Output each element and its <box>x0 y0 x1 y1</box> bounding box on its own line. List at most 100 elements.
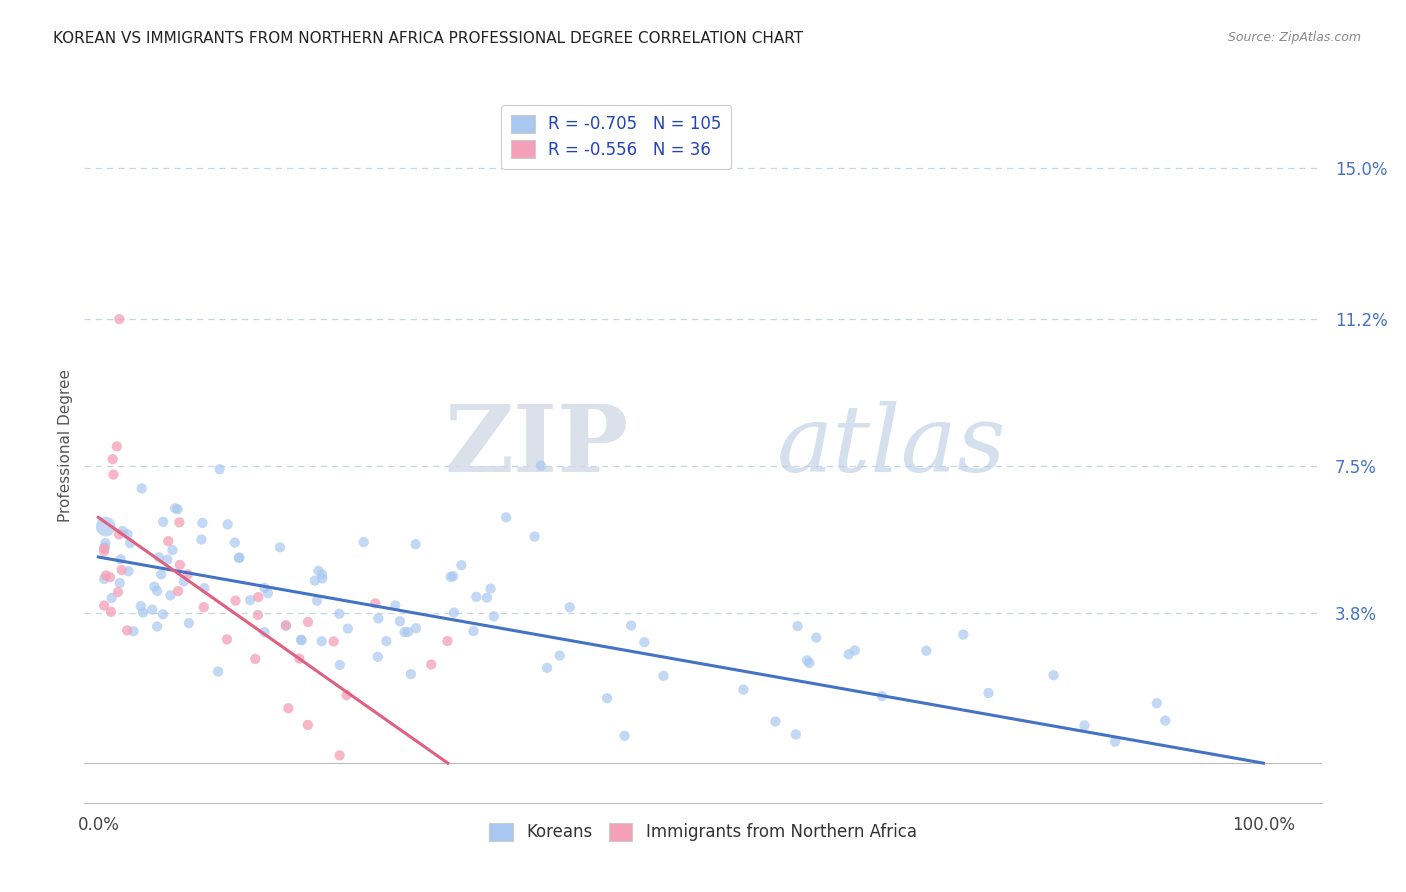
Point <box>375 634 398 648</box>
Point <box>107 585 129 599</box>
Point <box>93 540 115 554</box>
Point <box>108 576 131 591</box>
Point <box>208 462 231 476</box>
Point <box>322 634 344 648</box>
Point <box>495 510 517 524</box>
Point <box>111 524 134 538</box>
Point <box>177 567 200 582</box>
Point <box>1146 696 1168 710</box>
Point <box>225 593 247 607</box>
Point <box>558 600 581 615</box>
Point <box>329 657 352 672</box>
Point <box>122 624 145 639</box>
Point <box>305 593 328 607</box>
Point <box>169 558 191 572</box>
Point <box>1073 718 1095 732</box>
Point <box>274 618 297 632</box>
Point <box>396 624 419 639</box>
Point <box>152 515 174 529</box>
Point <box>475 591 498 605</box>
Point <box>93 541 115 556</box>
Point <box>440 570 463 584</box>
Point <box>100 605 122 619</box>
Point <box>463 624 485 638</box>
Point <box>224 535 246 549</box>
Point <box>177 616 200 631</box>
Point <box>193 600 215 615</box>
Point <box>277 701 299 715</box>
Point <box>117 564 139 578</box>
Point <box>765 714 787 729</box>
Point <box>207 665 229 679</box>
Point <box>156 552 179 566</box>
Point <box>215 632 238 647</box>
Point <box>152 607 174 622</box>
Point <box>143 580 166 594</box>
Point <box>328 607 350 621</box>
Point <box>103 467 125 482</box>
Point <box>620 618 643 632</box>
Point <box>443 606 465 620</box>
Point <box>405 537 427 551</box>
Point <box>93 544 115 558</box>
Point <box>399 667 422 681</box>
Point <box>523 530 546 544</box>
Point <box>150 567 173 582</box>
Point <box>388 614 411 628</box>
Point <box>291 633 314 648</box>
Point <box>288 651 311 665</box>
Point <box>335 688 357 702</box>
Point <box>228 550 250 565</box>
Legend: Koreans, Immigrants from Northern Africa: Koreans, Immigrants from Northern Africa <box>482 816 924 848</box>
Point <box>269 541 291 555</box>
Point <box>132 606 155 620</box>
Point <box>479 582 502 596</box>
Point <box>253 581 276 595</box>
Point <box>94 568 117 582</box>
Point <box>536 661 558 675</box>
Point <box>247 590 270 604</box>
Point <box>239 593 262 607</box>
Text: ZIP: ZIP <box>444 401 628 491</box>
Point <box>257 586 280 600</box>
Point <box>838 647 860 661</box>
Point <box>353 535 375 549</box>
Point <box>733 682 755 697</box>
Point <box>482 609 505 624</box>
Point <box>311 634 333 648</box>
Point <box>157 534 180 549</box>
Point <box>148 550 170 565</box>
Point <box>117 527 139 541</box>
Point <box>93 599 115 613</box>
Point <box>100 591 122 605</box>
Point <box>652 669 675 683</box>
Point <box>329 748 352 763</box>
Point <box>915 643 938 657</box>
Point <box>166 502 188 516</box>
Point <box>108 312 131 326</box>
Point <box>844 643 866 657</box>
Point <box>441 569 464 583</box>
Point <box>1042 668 1064 682</box>
Point <box>530 458 553 473</box>
Point <box>159 588 181 602</box>
Y-axis label: Professional Degree: Professional Degree <box>58 369 73 523</box>
Point <box>191 516 214 530</box>
Point <box>367 611 389 625</box>
Point <box>799 656 821 670</box>
Point <box>131 482 153 496</box>
Point <box>1104 734 1126 748</box>
Point <box>217 517 239 532</box>
Point <box>105 439 128 453</box>
Point <box>384 599 406 613</box>
Point <box>796 653 818 667</box>
Point <box>94 536 117 550</box>
Point <box>108 527 131 541</box>
Text: atlas: atlas <box>778 401 1007 491</box>
Text: Source: ZipAtlas.com: Source: ZipAtlas.com <box>1227 31 1361 45</box>
Point <box>162 543 184 558</box>
Point <box>870 689 893 703</box>
Point <box>786 619 808 633</box>
Point <box>304 574 326 588</box>
Point <box>110 552 132 566</box>
